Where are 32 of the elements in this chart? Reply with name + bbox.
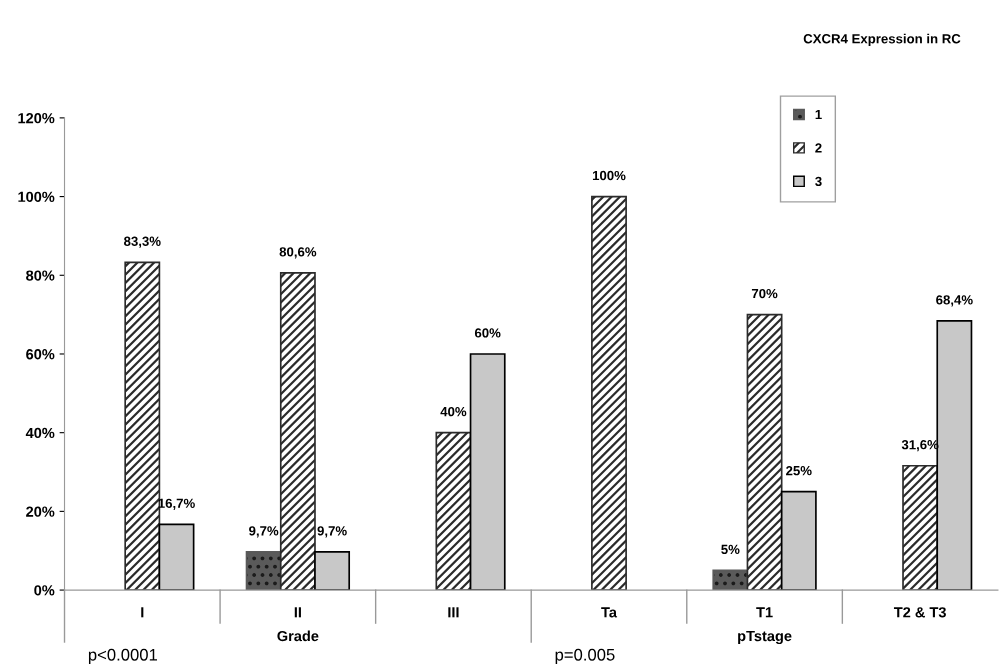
data-label: 70% xyxy=(751,288,778,299)
x-tick-label: III xyxy=(448,607,459,618)
text: pTstage xyxy=(738,630,792,645)
chart-title: CXCR4 Expression in RC xyxy=(803,33,961,47)
x-tick-label: I xyxy=(141,607,144,618)
x-tick-label: T1 xyxy=(756,607,773,618)
x-tick-label: T2 & T3 xyxy=(893,607,946,618)
data-label: 60% xyxy=(474,328,501,338)
y-tick-label: 60% xyxy=(26,349,55,360)
x-tick-label: II xyxy=(294,607,301,618)
text: p<0.0001 xyxy=(88,648,158,664)
data-label: 5% xyxy=(721,544,740,555)
data-label: 9,7% xyxy=(249,526,279,538)
y-tick-label: 80% xyxy=(26,270,55,281)
legend-label: 3 xyxy=(815,176,822,187)
data-label: 9,7% xyxy=(317,526,347,538)
y-tick-label: 0% xyxy=(34,585,55,596)
y-tick-label: 100% xyxy=(18,191,55,203)
data-label: 83,3% xyxy=(124,236,161,248)
x-tick-label: Ta xyxy=(601,607,618,618)
data-label: 68,4% xyxy=(936,295,973,307)
text: Grade xyxy=(277,630,319,642)
y-tick-label: 120% xyxy=(18,112,55,124)
text: p=0.005 xyxy=(555,648,615,664)
legend-label: 1 xyxy=(815,109,822,119)
legend-label: 2 xyxy=(815,143,822,153)
data-label: 100% xyxy=(592,170,626,181)
y-tick-label: 20% xyxy=(26,506,55,517)
data-label: 80,6% xyxy=(279,247,317,259)
data-label: 40% xyxy=(440,406,467,417)
data-label: 25% xyxy=(786,465,812,476)
y-tick-label: 40% xyxy=(25,427,55,439)
